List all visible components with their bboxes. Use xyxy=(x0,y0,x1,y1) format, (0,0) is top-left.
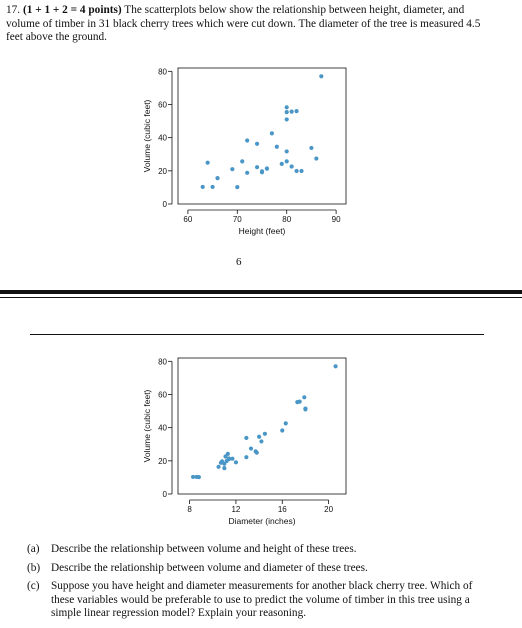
y-tick-label: 60 xyxy=(158,100,167,109)
data-point xyxy=(319,74,324,79)
y-tick-label: 60 xyxy=(158,390,167,399)
data-point xyxy=(244,435,249,441)
data-point xyxy=(210,184,215,190)
data-point xyxy=(254,165,260,170)
data-point xyxy=(254,450,259,455)
x-tick-label: 12 xyxy=(231,505,240,514)
data-point xyxy=(215,176,220,181)
question-b: (b) Describe the relationship between vo… xyxy=(27,562,497,576)
problem-statement: 17. (1 + 1 + 2 = 4 points) The scatterpl… xyxy=(6,4,490,45)
x-tick-label: 60 xyxy=(183,215,192,224)
question-text: Describe the relationship between volume… xyxy=(51,543,357,555)
data-point xyxy=(233,460,239,465)
volume-vs-diameter-scatterplot: 0 20 40 60 80 8 12 16 20 Diameter (inches) Volume … xyxy=(140,352,362,532)
data-point xyxy=(200,184,205,190)
data-point xyxy=(226,456,232,461)
question-label: (a) xyxy=(27,543,40,555)
problem-points: (1 + 1 + 2 = 4 points) xyxy=(22,4,122,16)
page-break-divider xyxy=(0,290,522,294)
data-point xyxy=(259,169,265,174)
data-point xyxy=(222,461,227,466)
data-point xyxy=(303,407,308,412)
y-tick-label: 0 xyxy=(163,200,168,209)
data-point xyxy=(240,159,245,164)
data-point xyxy=(284,105,289,110)
data-point xyxy=(190,474,196,480)
volume-vs-height-scatterplot: 0 20 40 60 80 60 70 80 90 Height (feet) Volume (cu… xyxy=(140,62,362,242)
data-point xyxy=(297,399,302,404)
data-point xyxy=(225,451,230,456)
data-point xyxy=(205,160,210,165)
data-point xyxy=(235,184,240,190)
data-point xyxy=(279,161,284,166)
data-point xyxy=(254,141,260,146)
data-point xyxy=(259,439,264,444)
plot-frame xyxy=(177,67,347,205)
x-tick-label: 8 xyxy=(187,505,192,514)
page-number: 6 xyxy=(236,256,242,268)
x-tick-label: 70 xyxy=(233,215,242,224)
data-point xyxy=(294,109,299,114)
data-point xyxy=(289,164,294,169)
data-point xyxy=(284,117,289,122)
header-rule xyxy=(30,334,484,335)
y-tick-label: 40 xyxy=(158,424,167,433)
x-tick-label: 90 xyxy=(332,215,341,224)
chart-svg: 0 20 40 60 80 8 12 16 20 Diameter (inches) Volume … xyxy=(142,357,347,526)
chart-svg: 0 20 40 60 80 60 70 80 90 Height (feet) Volume (cu… xyxy=(142,67,347,236)
question-a: (a) Describe the relationship between vo… xyxy=(27,543,497,557)
data-point xyxy=(244,455,249,460)
data-point xyxy=(196,474,201,480)
data-point xyxy=(274,144,279,149)
problem-text: The scatterplots below show the relation… xyxy=(6,4,481,43)
question-label: (c) xyxy=(27,580,40,593)
data-point xyxy=(245,170,250,175)
y-tick-label: 80 xyxy=(158,67,167,76)
question-text: Suppose you have height and diameter mea… xyxy=(51,580,473,620)
x-tick-label: 16 xyxy=(278,505,287,514)
data-point xyxy=(283,421,288,426)
problem-number: 17. xyxy=(6,4,21,16)
x-axis-title: Diameter (inches) xyxy=(228,516,295,526)
data-point xyxy=(309,145,314,151)
data-point xyxy=(264,166,270,171)
data-point xyxy=(302,395,307,400)
y-axis-title: Volume (cubic feet) xyxy=(142,389,152,462)
y-tick-label: 20 xyxy=(158,167,167,176)
x-axis-title: Height (feet) xyxy=(239,226,286,236)
data-point xyxy=(294,168,299,174)
data-point xyxy=(230,456,235,461)
data-point xyxy=(284,159,289,164)
data-point xyxy=(284,110,289,115)
question-text: Describe the relationship between volume… xyxy=(51,561,368,574)
data-point xyxy=(314,156,319,161)
data-point xyxy=(257,434,262,439)
question-label: (b) xyxy=(27,561,41,574)
x-tick-label: 80 xyxy=(282,215,291,224)
data-point xyxy=(269,131,274,136)
data-point xyxy=(289,109,294,114)
data-point xyxy=(248,446,254,451)
data-point xyxy=(299,168,304,174)
x-tick-label: 20 xyxy=(324,505,333,514)
y-tick-label: 0 xyxy=(163,490,168,499)
question-list: (a) Describe the relationship between vo… xyxy=(27,543,497,626)
y-tick-label: 20 xyxy=(158,457,167,466)
page-break-divider-thin xyxy=(0,297,522,298)
y-axis-title: Volume (cubic feet) xyxy=(142,99,152,172)
data-point xyxy=(245,138,250,143)
question-c: (c) Suppose you have height and diameter… xyxy=(27,580,497,621)
y-tick-label: 80 xyxy=(158,357,167,366)
plot-frame xyxy=(177,357,347,495)
data-point xyxy=(280,428,285,433)
data-point xyxy=(262,431,267,436)
data-point xyxy=(333,364,338,369)
data-point xyxy=(284,149,289,154)
data-point xyxy=(216,464,221,469)
data-point xyxy=(230,167,235,172)
data-point xyxy=(222,466,227,471)
y-tick-label: 40 xyxy=(158,134,167,143)
